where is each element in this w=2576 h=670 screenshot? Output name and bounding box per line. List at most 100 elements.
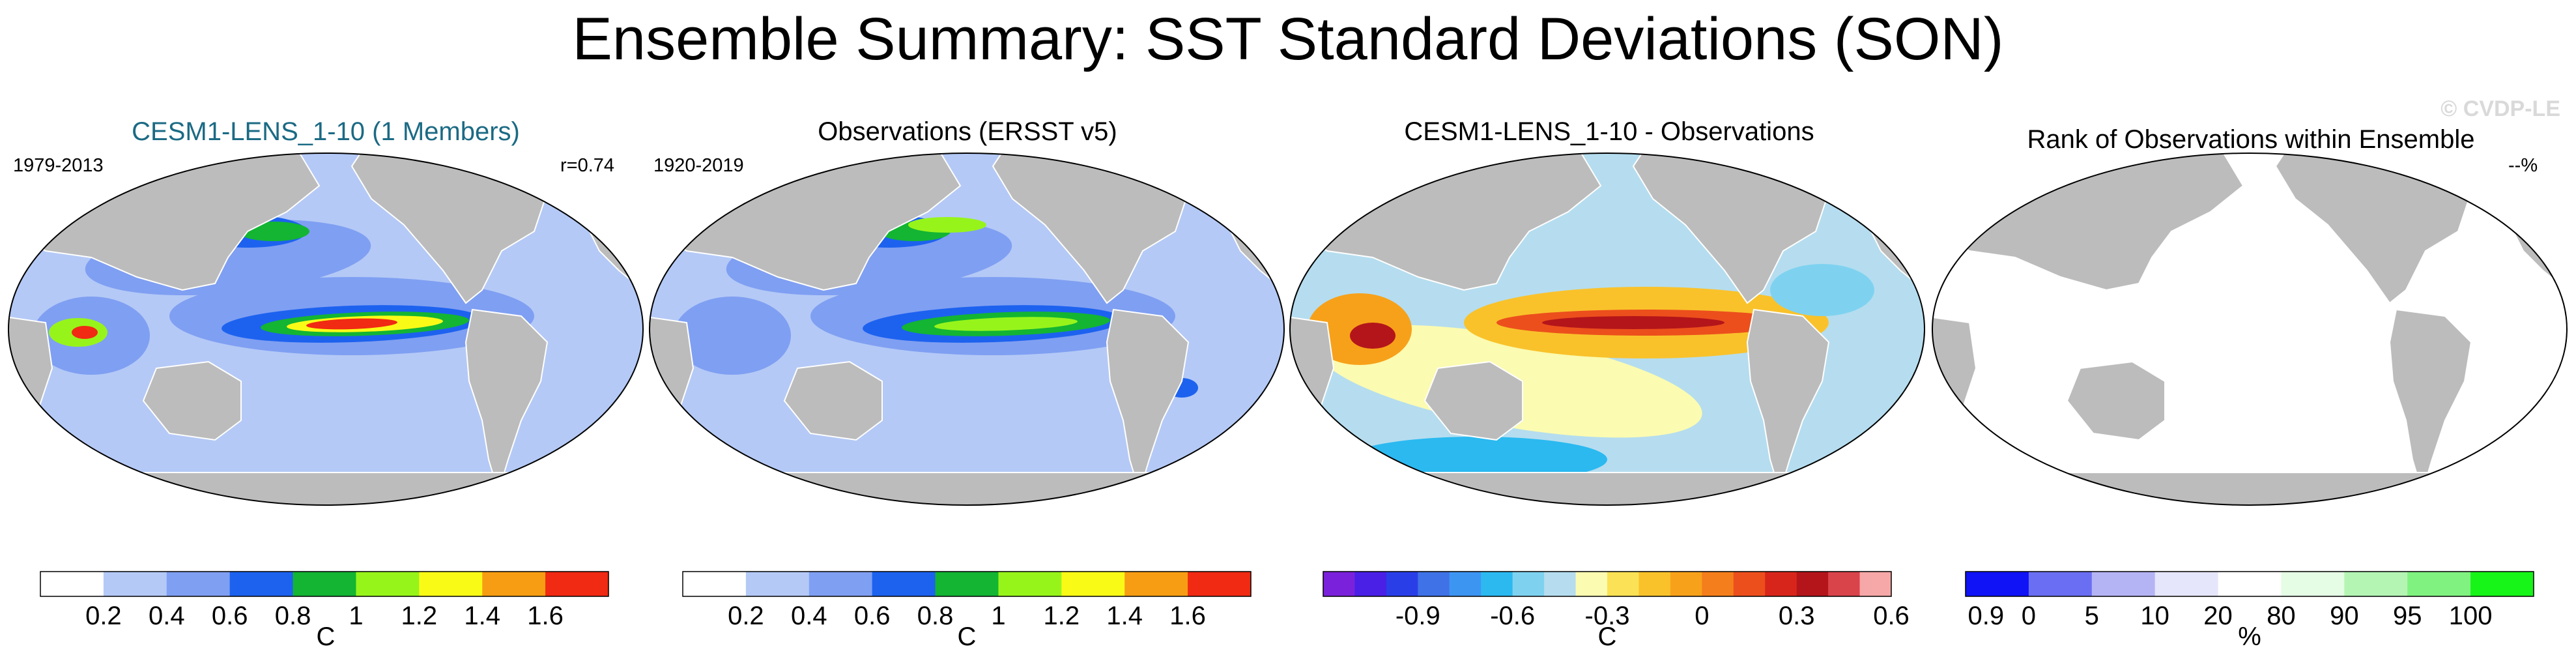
colorbar-2-tick: 1 — [991, 602, 1006, 630]
colorbar-1-tick: 1 — [349, 602, 364, 630]
colorbar-3-tick: -0.3 — [1584, 602, 1630, 630]
colorbar-3-tick: 0.9 — [1968, 602, 2005, 630]
panel-3-title: CESM1-LENS_1-10 - Observations — [1404, 117, 1814, 146]
map-field-3 — [1290, 153, 1925, 505]
colorbar-1-tick: 0.2 — [85, 602, 122, 630]
colorbar-1-tick: 1.6 — [527, 602, 564, 630]
colorbar-3-bin-4 — [1449, 572, 1481, 596]
colorbar-2-tick: 1.2 — [1043, 602, 1080, 630]
panel-4-title: Rank of Observations within Ensemble — [2027, 125, 2475, 154]
colorbar-3-bin-9 — [1607, 572, 1639, 596]
colorbar-2-tick: 0.2 — [728, 602, 764, 630]
colorbar-3-bin-11 — [1670, 572, 1702, 596]
colorbar-3-bin-13 — [1733, 572, 1766, 596]
land-antarctica — [1333, 472, 1882, 505]
land-antarctica — [1975, 472, 2524, 505]
colorbar-2-tick: 0.8 — [917, 602, 954, 630]
map-field-4 — [1932, 153, 2567, 505]
land-antarctica — [51, 472, 600, 505]
colorbar-4-bin-2 — [2091, 572, 2156, 596]
colorbar-4-tick: 95 — [2392, 602, 2422, 630]
colorbar-4-tick: 80 — [2267, 602, 2296, 630]
colorbar-4-tick: 90 — [2330, 602, 2359, 630]
panel-4-stat: --% — [2508, 155, 2538, 176]
colorbar-4-bin-8 — [2470, 572, 2534, 596]
sst-indian-ocean — [674, 297, 791, 375]
panel-2-period: 1920-2019 — [653, 155, 744, 176]
land-australia — [142, 360, 242, 441]
colorbar-3-tick: 0 — [1695, 602, 1710, 630]
colorbar-1-tick: 0.4 — [148, 602, 185, 630]
colorbar-3-bin-0 — [1323, 572, 1355, 596]
colorbar-4-bin-7 — [2407, 572, 2471, 596]
colorbar-1-tick: 1.2 — [401, 602, 438, 630]
land-antarctica — [693, 472, 1241, 505]
colorbar-1-bin-1 — [103, 572, 167, 596]
colorbar-3-bin-8 — [1575, 572, 1608, 596]
land-australia — [1424, 360, 1523, 441]
map-panel-4 — [1932, 153, 2568, 506]
colorbar-2-frame — [682, 571, 1252, 597]
land-greenland — [1194, 159, 1274, 207]
sst-kuroshio-peak — [908, 217, 986, 233]
colorbar-3-bin-16 — [1828, 572, 1861, 596]
colorbar-3-tick: 0.3 — [1778, 602, 1815, 630]
colorbar-4-bin-5 — [2281, 572, 2345, 596]
colorbar-3-bin-10 — [1639, 572, 1671, 596]
colorbar-2-bin-2 — [809, 572, 873, 596]
colorbar-2-bin-5 — [998, 572, 1062, 596]
colorbar-3-bin-6 — [1512, 572, 1545, 596]
colorbar-3-bin-5 — [1481, 572, 1513, 596]
colorbar-4-frame — [1965, 571, 2534, 597]
colorbar-1-unit: C — [316, 622, 336, 651]
colorbar-2-bin-1 — [745, 572, 810, 596]
colorbar-3-bin-14 — [1765, 572, 1797, 596]
colorbar-1-bin-0 — [40, 572, 104, 596]
map-outline — [8, 153, 644, 506]
colorbar-4-tick: 5 — [2084, 602, 2099, 630]
colorbar-3-bin-3 — [1418, 572, 1450, 596]
colorbar-4-tick: 10 — [2140, 602, 2169, 630]
map-panel-2 — [649, 153, 1285, 506]
colorbar-3-tick: -0.6 — [1490, 602, 1536, 630]
sst-enso-peak — [306, 318, 397, 330]
colorbar-1-bin-2 — [166, 572, 231, 596]
diff-enso-peak — [1542, 316, 1724, 329]
panel-1-correlation: r=0.74 — [560, 155, 615, 176]
diff-io-peak — [1350, 323, 1395, 349]
colorbar-2-tick: 0.4 — [790, 602, 827, 630]
colorbar-2-bin-0 — [683, 572, 747, 596]
colorbar-4-tick: 100 — [2448, 602, 2493, 630]
colorbar-1-tick: 0.6 — [211, 602, 248, 630]
map-outline — [649, 153, 1285, 506]
land-australia — [783, 360, 883, 441]
colorbar-4-unit: % — [2238, 622, 2261, 651]
colorbar-1-bin-5 — [356, 572, 420, 596]
colorbar-4-tick: 20 — [2203, 602, 2233, 630]
colorbar-2-unit: C — [957, 622, 977, 651]
colorbar-1-tick: 0.8 — [274, 602, 311, 630]
map-field-2 — [650, 153, 1284, 505]
colorbar-4 — [1965, 571, 2534, 597]
colorbar-1 — [40, 571, 609, 597]
colorbar-3 — [1323, 571, 1892, 597]
colorbar-3-bin-1 — [1354, 572, 1387, 596]
colorbar-3-tick: -0.9 — [1395, 602, 1440, 630]
land-greenland — [552, 159, 633, 207]
colorbar-4-bin-3 — [2154, 572, 2219, 596]
map-outline — [1289, 153, 1925, 506]
colorbar-1-bin-6 — [419, 572, 483, 596]
colorbar-4-bin-0 — [1966, 572, 2029, 596]
colorbar-2-bin-6 — [1061, 572, 1125, 596]
sst-enso-core — [934, 317, 1078, 331]
colorbar-2-tick: 0.6 — [853, 602, 891, 630]
figure-title: Ensemble Summary: SST Standard Deviation… — [572, 6, 2004, 72]
colorbar-3-bin-7 — [1544, 572, 1577, 596]
colorbar-1-tick: 1.4 — [464, 602, 501, 630]
colorbar-1-bin-8 — [545, 572, 609, 596]
colorbar-3-frame — [1323, 571, 1892, 597]
panel-1-period: 1979-2013 — [13, 155, 104, 176]
colorbar-3-unit: C — [1597, 622, 1617, 651]
colorbar-2-tick: 1.6 — [1169, 602, 1206, 630]
